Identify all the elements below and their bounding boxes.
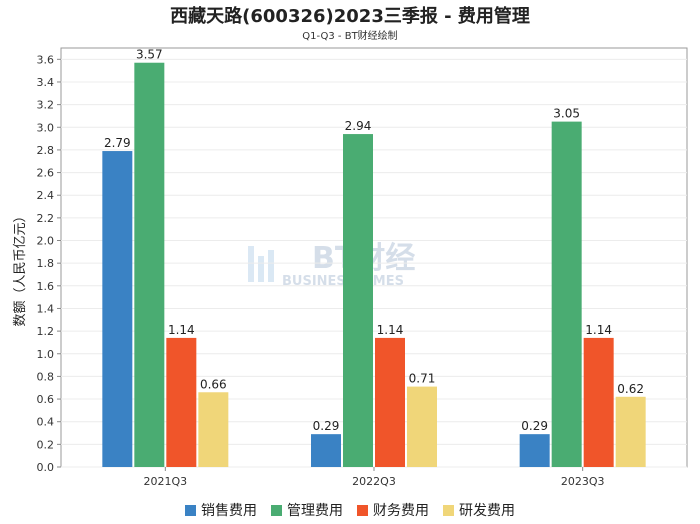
y-tick-label: 1.4	[37, 302, 55, 315]
legend-label: 研发费用	[459, 503, 515, 519]
y-tick-label: 0.2	[37, 438, 55, 451]
y-tick-label: 2.4	[37, 189, 55, 202]
y-tick-label: 1.6	[37, 280, 55, 293]
data-label: 1.14	[168, 323, 195, 337]
legend-item[interactable]: 研发费用	[443, 500, 515, 520]
y-axis-label: 数额（人民币亿元）	[13, 209, 28, 326]
y-tick-label: 2.8	[37, 144, 55, 157]
data-labels: 2.79 3.57 1.14 0.66 0.29 2.94 1.14 0.71 0.29 3.05…	[104, 48, 644, 433]
data-label: 0.66	[200, 377, 227, 391]
y-tick-label: 3.0	[37, 121, 55, 134]
y-tick-label: 0.4	[37, 416, 55, 429]
bar	[198, 392, 229, 467]
watermark-logo-bar	[248, 246, 254, 282]
bar	[102, 151, 133, 468]
x-tick-label: 2023Q3	[561, 475, 605, 488]
bar	[343, 134, 373, 467]
data-label: 0.71	[409, 372, 436, 386]
x-tick-label: 2021Q3	[144, 475, 188, 488]
legend-label: 管理费用	[287, 503, 343, 519]
bar	[583, 337, 614, 467]
data-label: 0.29	[521, 419, 548, 433]
legend-item[interactable]: 管理费用	[271, 500, 343, 520]
data-label: 3.05	[553, 107, 580, 121]
bar	[519, 434, 550, 467]
legend: 销售费用 管理费用 财务费用 研发费用	[0, 500, 700, 520]
chart-subtitle: Q1-Q3 - BT财经绘制	[302, 31, 398, 42]
bar	[166, 337, 197, 467]
bars	[102, 62, 646, 468]
data-label: 2.79	[104, 136, 131, 150]
y-tick-label: 2.6	[37, 167, 55, 180]
chart-title: 西藏天路(600326)2023三季报 - 费用管理	[170, 6, 530, 27]
legend-label: 销售费用	[201, 503, 257, 519]
legend-label: 财务费用	[373, 503, 429, 519]
legend-swatch	[271, 504, 282, 516]
bar	[375, 337, 405, 467]
y-tick-label: 3.6	[37, 53, 55, 66]
axes: 0.0 0.2 0.4 0.6 0.8 1.0 1.2 1.4 1.6 1.8 2.0 2.2 2.4 2…	[37, 53, 605, 488]
watermark-sub: BUSINESS TIMES	[282, 274, 404, 289]
data-label: 0.29	[313, 419, 340, 433]
legend-item[interactable]: 财务费用	[357, 500, 429, 520]
watermark: BT财经 BUSINESS TIMES	[248, 241, 415, 289]
watermark-logo-bar	[268, 250, 274, 282]
bar	[615, 396, 646, 467]
grid	[60, 47, 688, 468]
bar	[311, 434, 341, 467]
y-tick-label: 2.2	[37, 212, 55, 225]
y-tick-label: 0.6	[37, 393, 55, 406]
legend-swatch	[443, 504, 454, 516]
y-tick-label: 2.0	[37, 235, 55, 248]
y-tick-label: 0.0	[37, 461, 55, 474]
y-tick-label: 3.4	[37, 76, 55, 89]
y-tick-label: 1.2	[37, 325, 55, 338]
bar	[551, 121, 582, 468]
y-tick-label: 1.0	[37, 348, 55, 361]
data-label: 3.57	[136, 48, 163, 62]
y-tick-label: 1.8	[37, 257, 55, 270]
data-label: 1.14	[585, 323, 612, 337]
legend-swatch	[185, 504, 196, 516]
y-tick-label: 0.8	[37, 370, 55, 383]
x-tick-label: 2022Q3	[352, 475, 396, 488]
data-label: 1.14	[377, 323, 404, 337]
watermark-logo-bar	[258, 256, 264, 282]
y-tick-label: 3.2	[37, 99, 55, 112]
bar	[134, 62, 165, 468]
data-label: 0.62	[617, 382, 644, 396]
legend-swatch	[357, 504, 368, 516]
legend-item[interactable]: 销售费用	[185, 500, 257, 520]
bar	[407, 386, 437, 467]
data-label: 2.94	[345, 119, 372, 133]
